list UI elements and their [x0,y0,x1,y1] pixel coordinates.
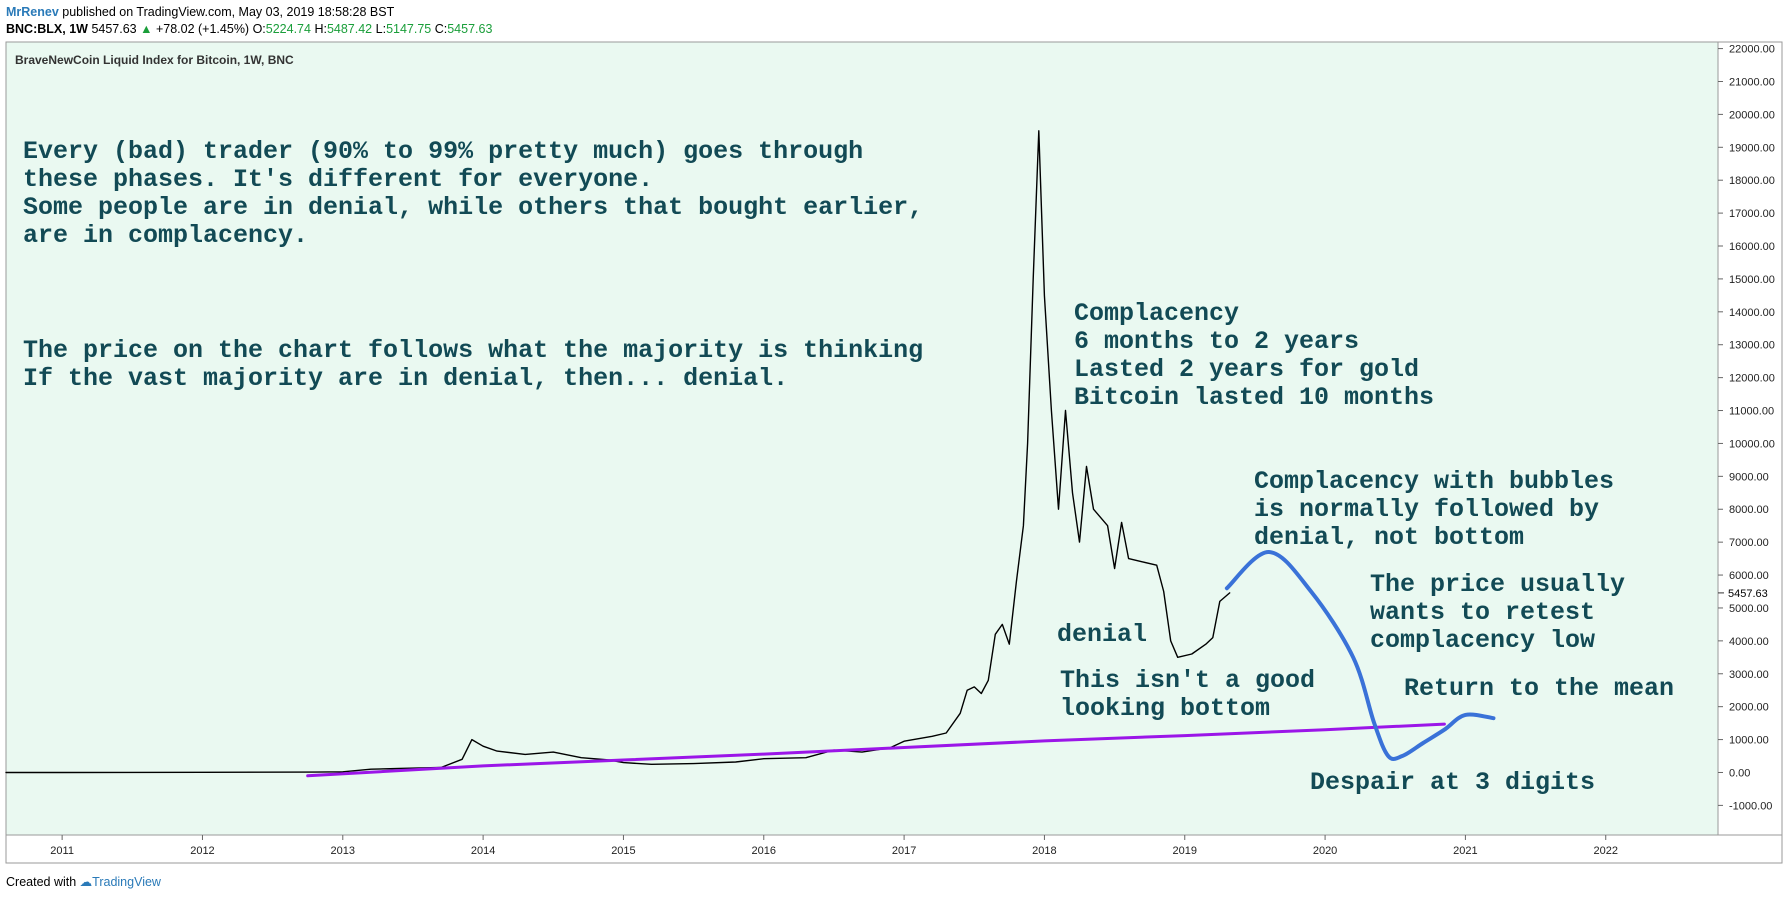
price-change: +78.02 (+1.45%) [155,22,250,36]
annotation-complacency-3: Lasted 2 years for gold [1074,355,1419,384]
author-link[interactable]: MrRenev [6,5,59,19]
y-tick-label: 22000.00 [1729,44,1775,56]
annotation-intro-1: Every (bad) trader (90% to 99% pretty mu… [23,137,863,166]
y-tick-label: 11000.00 [1729,406,1774,418]
y-tick-label: 17000.00 [1729,208,1775,220]
y-tick-label: 14000.00 [1729,307,1775,319]
y-tick-label: -1000.00 [1729,800,1772,812]
y-tick-label: 1000.00 [1729,735,1769,747]
chart-background [5,41,1719,836]
x-tick-label: 2018 [1032,845,1056,857]
annotation-retest-1: The price usually [1370,570,1625,599]
time-axis-background [5,834,1783,864]
last-price-label: 5457.63 [1728,588,1768,600]
x-tick-label: 2014 [471,845,495,857]
high-value: 5487.42 [326,22,373,36]
y-tick-label: 7000.00 [1729,537,1769,549]
y-tick-label: 0.00 [1729,767,1750,779]
annotation-bubbles-1: Complacency with bubbles [1254,467,1614,496]
high-label: H: [314,22,327,36]
y-tick-label: 20000.00 [1729,109,1775,121]
annotation-bubbles-3: denial, not bottom [1254,523,1524,552]
y-tick-label: 13000.00 [1729,340,1775,352]
annotations: Every (bad) trader (90% to 99% pretty mu… [23,137,1674,797]
annotation-complacency-4: Bitcoin lasted 10 months [1074,383,1434,412]
y-tick-label: 12000.00 [1729,373,1775,385]
y-axis-ticks: -1000.00 0.00 1000.00 2000.00 3000.00 4000.00… [1718,44,1775,812]
trendline [306,722,1446,778]
x-tick-label: 2016 [752,845,776,857]
symbol-line: BNC:BLX, 1W 5457.63 ▲ +78.02 (+1.45%) O:… [6,21,492,37]
y-tick-label: 21000.00 [1729,76,1775,88]
y-tick-label: 19000.00 [1729,142,1775,154]
annotation-bottom-1: This isn't a good [1060,666,1315,695]
chart-title: BraveNewCoin Liquid Index for Bitcoin, 1… [15,53,294,67]
annotation-majority-1: The price on the chart follows what the … [23,336,923,365]
footer: Created with ☁TradingView [6,874,161,889]
y-tick-label: 10000.00 [1729,438,1775,450]
x-tick-label: 2011 [50,845,74,857]
y-tick-label: 2000.00 [1729,702,1769,714]
x-tick-label: 2022 [1593,845,1617,857]
published-text: published on TradingView.com, May 03, 20… [62,5,395,19]
annotation-bubbles-2: is normally followed by [1254,495,1599,524]
y-tick-label: 6000.00 [1729,570,1769,582]
open-value: 5224.74 [265,22,311,36]
x-tick-label: 2017 [892,845,916,857]
open-label: O: [252,22,266,36]
annotation-retest-2: wants to retest [1370,598,1595,627]
y-tick-label: 8000.00 [1729,504,1769,516]
annotation-complacency-2: 6 months to 2 years [1074,327,1359,356]
annotation-denial: denial [1057,620,1147,649]
last-price: 5457.63 [91,22,137,36]
annotation-intro-4: are in complacency. [23,221,308,250]
y-tick-label: 9000.00 [1729,471,1769,483]
tradingview-brand-link[interactable]: TradingView [92,875,161,889]
y-tick-label: 16000.00 [1729,241,1775,253]
annotation-complacency-1: Complacency [1074,299,1239,328]
last-price-marker: 5457.63 [1718,588,1768,600]
y-tick-label: 3000.00 [1729,669,1769,681]
y-tick-label: 15000.00 [1729,274,1775,286]
annotation-bottom-2: looking bottom [1060,694,1270,723]
plot-series [5,130,1496,778]
created-with-text: Created with [6,875,77,889]
annotation-intro-3: Some people are in denial, while others … [23,193,923,222]
tradingview-logo-icon[interactable]: ☁ [79,875,93,889]
y-tick-label: 18000.00 [1729,175,1775,187]
x-tick-label: 2013 [331,845,355,857]
low-value: 5147.75 [386,22,432,36]
close-value: 5457.63 [447,22,493,36]
annotation-despair: Despair at 3 digits [1310,768,1595,797]
x-tick-label: 2012 [190,845,214,857]
annotation-return-mean: Return to the mean [1404,674,1674,703]
low-label: L: [375,22,387,36]
annotation-retest-3: complacency low [1370,626,1595,655]
annotation-intro-2: these phases. It's different for everyon… [23,165,653,194]
x-tick-label: 2020 [1313,845,1337,857]
y-tick-label: 4000.00 [1729,636,1769,648]
publish-line: MrRenev published on TradingView.com, Ma… [6,4,394,20]
y-tick-label: 5000.00 [1729,603,1769,615]
close-label: C: [434,22,448,36]
up-arrow-icon: ▲ [140,22,153,36]
annotation-majority-2: If the vast majority are in denial, then… [23,364,788,393]
x-axis-ticks: 2011 2012 2013 2014 2015 2016 2017 2018 2019 2020… [50,835,1618,857]
x-tick-label: 2021 [1453,845,1477,857]
x-tick-label: 2015 [611,845,635,857]
symbol-label: BNC:BLX, 1W [6,22,88,36]
projection-curve [1224,550,1496,762]
x-tick-label: 2019 [1173,845,1197,857]
price-series-line [5,130,1231,774]
